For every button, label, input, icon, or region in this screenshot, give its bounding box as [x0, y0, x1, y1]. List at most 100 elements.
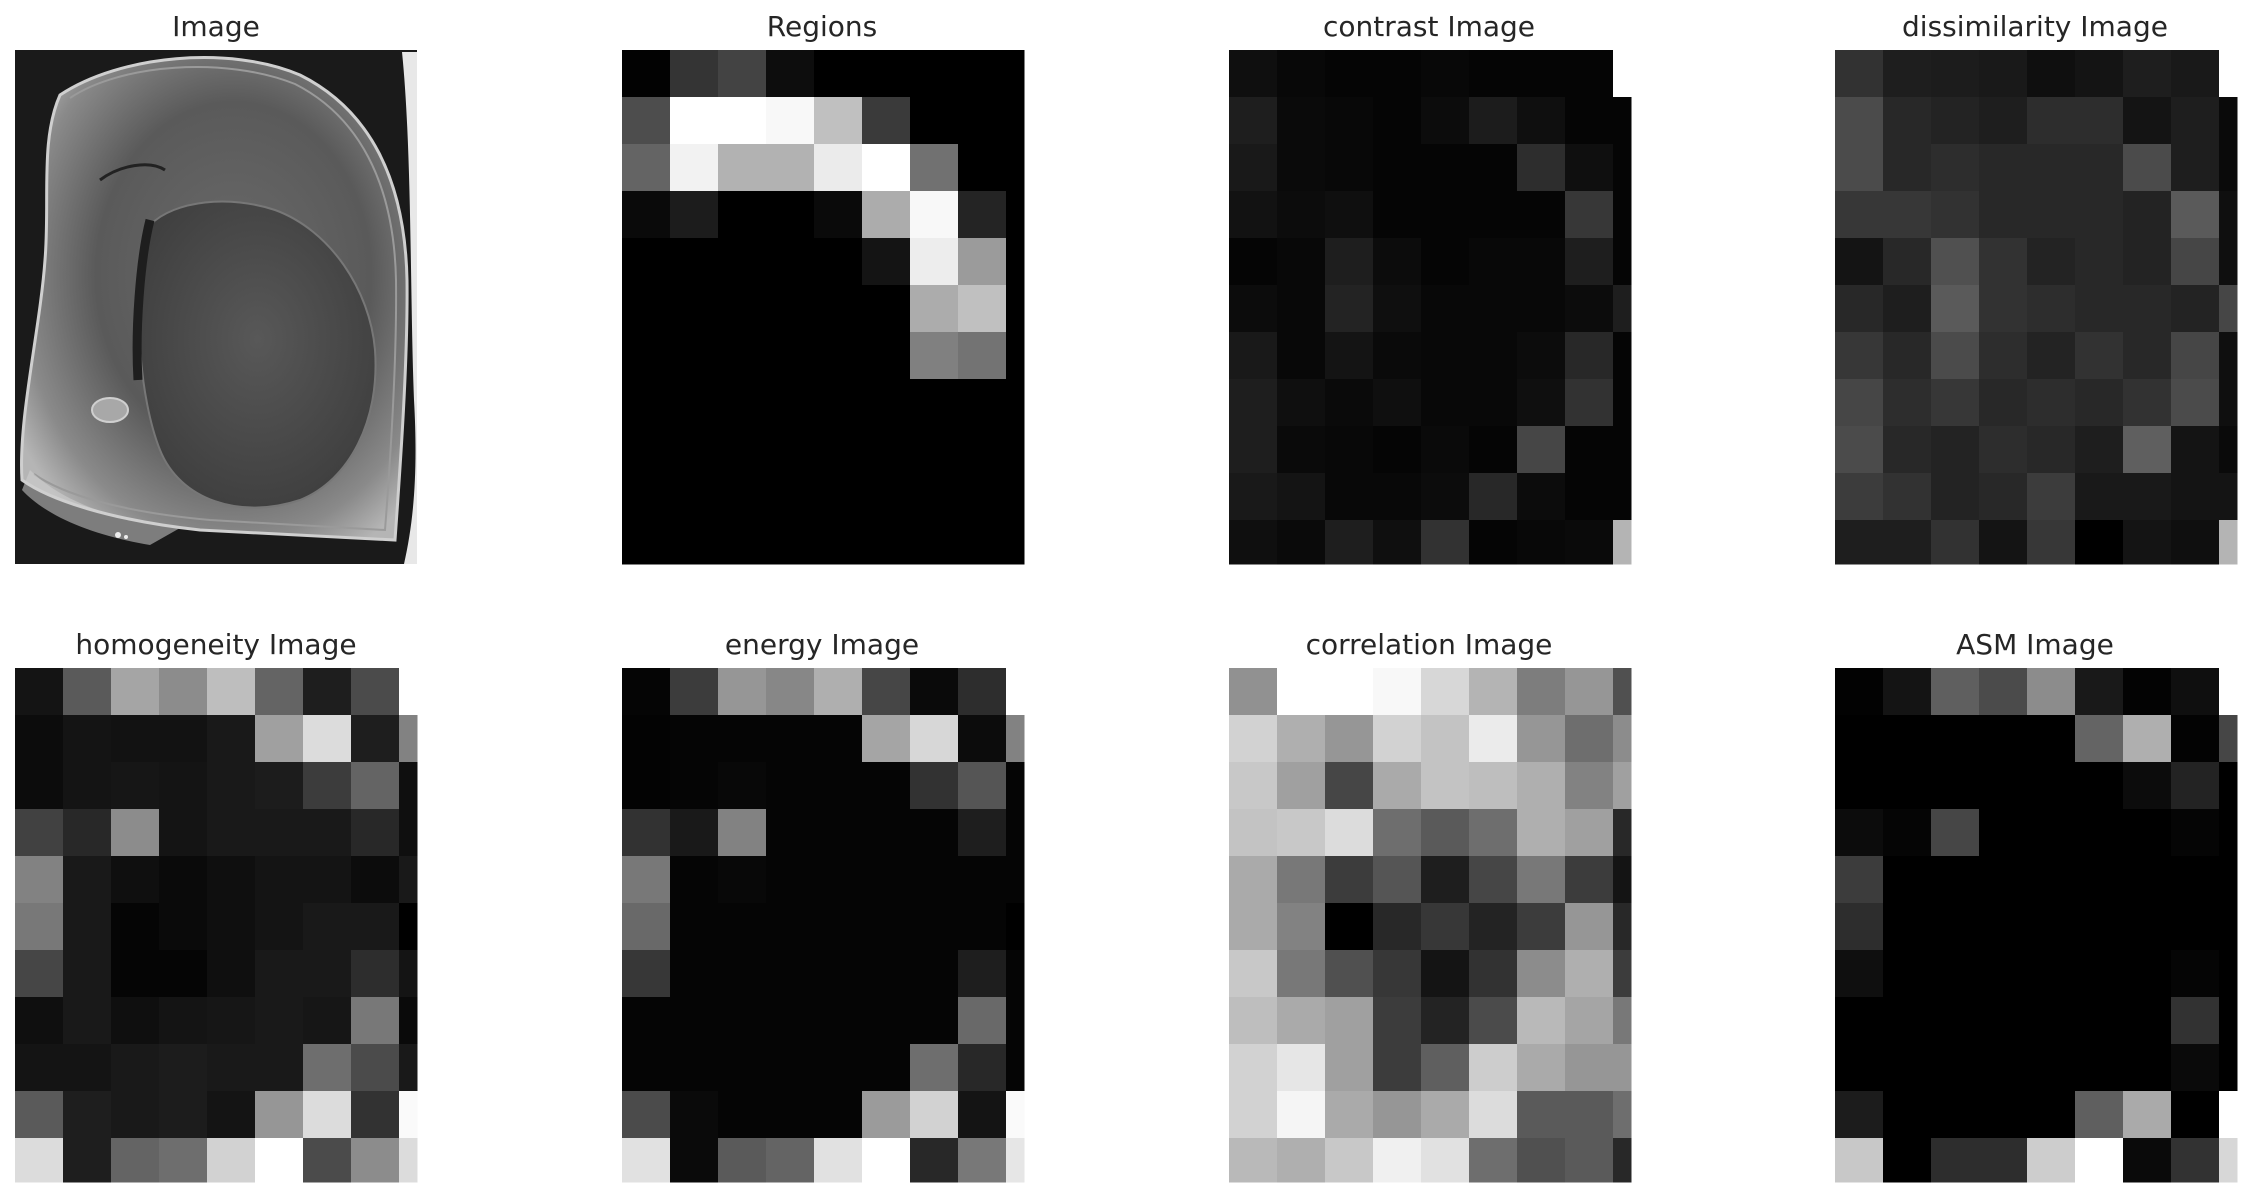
heatmap-cell: [2123, 950, 2172, 998]
heatmap-cell: [1835, 1044, 1884, 1092]
heatmap-cell: [718, 473, 767, 521]
heatmap-cell: [2171, 1091, 2220, 1139]
heatmap-cell: [2219, 997, 2238, 1045]
heatmap-cell: [303, 950, 352, 998]
heatmap-cell: [1006, 97, 1025, 145]
heatmap-cell: [1835, 809, 1884, 857]
heatmap-cell: [2219, 473, 2238, 521]
heatmap-cell: [1565, 997, 1614, 1045]
heatmap-cell: [1373, 332, 1422, 380]
panel-asm: ASM Image: [1835, 628, 2238, 1183]
heatmap-cell: [1931, 1138, 1980, 1183]
heatmap-cell: [1469, 285, 1518, 333]
heatmap-cell: [1931, 1091, 1980, 1139]
heatmap-cell: [910, 97, 959, 145]
heatmap-cell: [2171, 238, 2220, 286]
heatmap-cell: [718, 715, 767, 763]
heatmap-cell: [1931, 856, 1980, 904]
heatmap-cell: [1325, 856, 1374, 904]
heatmap-cell: [255, 1044, 304, 1092]
heatmap-cell: [2123, 715, 2172, 763]
heatmap-cell: [1613, 50, 1632, 98]
heatmap-cell: [1565, 473, 1614, 521]
heatmap-cell: [1517, 97, 1566, 145]
heatmap-cell: [814, 97, 863, 145]
heatmap-cell: [2123, 144, 2172, 192]
heatmap-cell: [958, 238, 1007, 286]
heatmap-cell: [255, 903, 304, 951]
heatmap-cell: [622, 997, 671, 1045]
heatmap-cell: [1373, 762, 1422, 810]
heatmap-cell: [1229, 809, 1278, 857]
heatmap-cell: [351, 856, 400, 904]
heatmap-cell: [1931, 762, 1980, 810]
heatmap-cell: [1883, 715, 1932, 763]
heatmap-cell: [2027, 285, 2076, 333]
heatmap-cell: [1979, 903, 2028, 951]
heatmap-cell: [862, 238, 911, 286]
heatmap-cell: [207, 903, 256, 951]
heatmap-cell: [1517, 285, 1566, 333]
heatmap-cell: [2219, 809, 2238, 857]
heatmap-cell: [1277, 997, 1326, 1045]
heatmap-cell: [1613, 238, 1632, 286]
heatmap-cell: [1469, 473, 1518, 521]
heatmap-cell: [910, 668, 959, 716]
heatmap-cell: [670, 191, 719, 239]
heatmap-cell: [1883, 762, 1932, 810]
heatmap-cell: [1517, 903, 1566, 951]
heatmap-cell: [1006, 809, 1025, 857]
heatmap-cell: [1325, 379, 1374, 427]
heatmap-cell: [1325, 520, 1374, 565]
heatmap-cell: [2123, 997, 2172, 1045]
heatmap-cell: [718, 50, 767, 98]
heatmap-cell: [1613, 473, 1632, 521]
heatmap-cell: [622, 762, 671, 810]
heatmap-cell: [622, 856, 671, 904]
heatmap-cell: [2123, 809, 2172, 857]
heatmap-cell: [814, 903, 863, 951]
heatmap-cell: [1883, 97, 1932, 145]
heatmap-cell: [1565, 191, 1614, 239]
heatmap-cell: [622, 809, 671, 857]
heatmap-cell: [1229, 715, 1278, 763]
heatmap-cell: [2219, 426, 2238, 474]
panel-contrast: contrast Image: [1229, 10, 1632, 565]
heatmap-cell: [1229, 950, 1278, 998]
heatmap-cell: [1931, 809, 1980, 857]
heatmap-cell: [2075, 950, 2124, 998]
heatmap-cell: [910, 903, 959, 951]
heatmap-cell: [111, 715, 160, 763]
heatmap-cell: [1883, 191, 1932, 239]
heatmap-cell: [255, 809, 304, 857]
heatmap-energy: [622, 668, 1025, 1183]
heatmap-cell: [1373, 950, 1422, 998]
heatmap-cell: [1469, 715, 1518, 763]
heatmap-cell: [1006, 950, 1025, 998]
heatmap-cell: [1006, 715, 1025, 763]
heatmap-cell: [1835, 144, 1884, 192]
heatmap-cell: [1006, 520, 1025, 565]
heatmap-cell: [1835, 1091, 1884, 1139]
heatmap-cell: [1277, 856, 1326, 904]
heatmap-cell: [910, 285, 959, 333]
heatmap-cell: [1979, 762, 2028, 810]
heatmap-cell: [2219, 97, 2238, 145]
heatmap-cell: [718, 97, 767, 145]
heatmap-cell: [111, 997, 160, 1045]
heatmap-cell: [670, 97, 719, 145]
heatmap-cell: [159, 997, 208, 1045]
heatmap-cell: [1006, 144, 1025, 192]
heatmap-cell: [814, 144, 863, 192]
panel-title-image: Image: [172, 10, 260, 43]
heatmap-cell: [2123, 332, 2172, 380]
heatmap-cell: [399, 762, 418, 810]
heatmap-cell: [670, 332, 719, 380]
heatmap-cell: [1613, 668, 1632, 716]
heatmap-cell: [63, 856, 112, 904]
heatmap-cell: [1469, 950, 1518, 998]
heatmap-cell: [399, 668, 418, 716]
heatmap-cell: [1565, 668, 1614, 716]
heatmap-cell: [1517, 50, 1566, 98]
heatmap-cell: [718, 903, 767, 951]
